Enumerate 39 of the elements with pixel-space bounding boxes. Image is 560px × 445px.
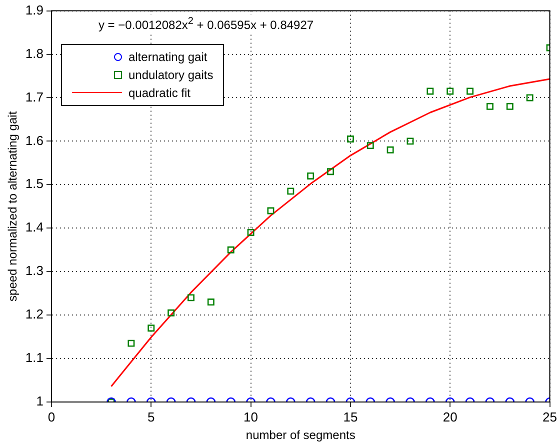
y-tick-label: 1.1 [25, 350, 44, 366]
x-tick-label: 20 [442, 409, 458, 424]
point [247, 229, 254, 236]
point [526, 94, 534, 102]
x-tick-label: 10 [244, 409, 258, 424]
point [168, 309, 175, 316]
point [366, 142, 374, 150]
x-tick-label: 5 [148, 409, 155, 424]
x-tick-label: 15 [343, 409, 358, 424]
legend-label: undulatory gaits [128, 68, 214, 82]
point [327, 168, 334, 176]
point [506, 102, 514, 110]
x-tick-label: 25 [542, 409, 558, 424]
y-tick-label: 1.8 [25, 46, 44, 61]
y-tick-label: 1.7 [25, 89, 44, 104]
x-axis-title: number of segments [246, 428, 356, 442]
y-tick-label: 1.4 [25, 220, 44, 235]
point [267, 207, 274, 214]
point [466, 88, 474, 95]
point [307, 172, 314, 180]
y-tick-label: 1.6 [25, 132, 44, 148]
y-tick-label: 1.2 [25, 306, 44, 322]
legend-label: quadratic fit [128, 86, 191, 100]
point [406, 138, 414, 145]
point [287, 188, 294, 195]
y-tick-label: 1.3 [25, 263, 44, 278]
point [446, 88, 454, 95]
annotation: y = −0.0012082x$^{2}$ + 0.06595x + 0.84927 [96, 14, 316, 32]
point [227, 246, 234, 254]
y-tick-label: 1.5 [25, 176, 44, 192]
point [346, 136, 354, 143]
y-tick-label: 1 [36, 394, 44, 409]
x-tick-label: 0 [48, 409, 56, 424]
y-tick-label: 1.9 [25, 2, 44, 18]
point [486, 102, 494, 110]
y-axis-title: speed normalized to alternating gait [6, 110, 20, 302]
point [386, 146, 394, 154]
point [426, 88, 434, 95]
legend-label: alternating gait [128, 50, 208, 64]
